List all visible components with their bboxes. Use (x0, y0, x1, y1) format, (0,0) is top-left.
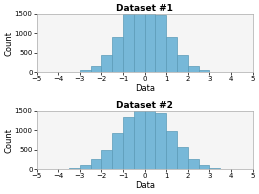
Bar (91, 66, 102, 72)
Bar (166, 37, 177, 72)
Title: Dataset #2: Dataset #2 (116, 101, 173, 110)
Bar (188, 66, 199, 72)
Bar (145, 0, 155, 72)
Bar (134, 0, 145, 72)
Bar (155, 113, 166, 169)
Bar (134, 104, 145, 169)
Bar (166, 131, 177, 169)
Bar (177, 55, 188, 72)
Bar (155, 15, 166, 72)
Bar (112, 133, 123, 169)
Title: Dataset #1: Dataset #1 (116, 4, 173, 13)
Bar (123, 117, 134, 169)
Bar (80, 70, 91, 72)
Bar (112, 37, 123, 72)
Y-axis label: Count: Count (4, 128, 13, 153)
X-axis label: Data: Data (135, 84, 155, 93)
X-axis label: Data: Data (135, 181, 155, 190)
Bar (80, 165, 91, 169)
Bar (210, 168, 220, 169)
Bar (123, 14, 134, 72)
Bar (188, 159, 199, 169)
Bar (102, 55, 112, 72)
Bar (91, 159, 102, 169)
Bar (102, 150, 112, 169)
Y-axis label: Count: Count (4, 31, 13, 56)
Bar (199, 70, 210, 72)
Bar (177, 147, 188, 169)
Bar (145, 105, 155, 169)
Bar (69, 168, 80, 169)
Bar (199, 165, 210, 169)
